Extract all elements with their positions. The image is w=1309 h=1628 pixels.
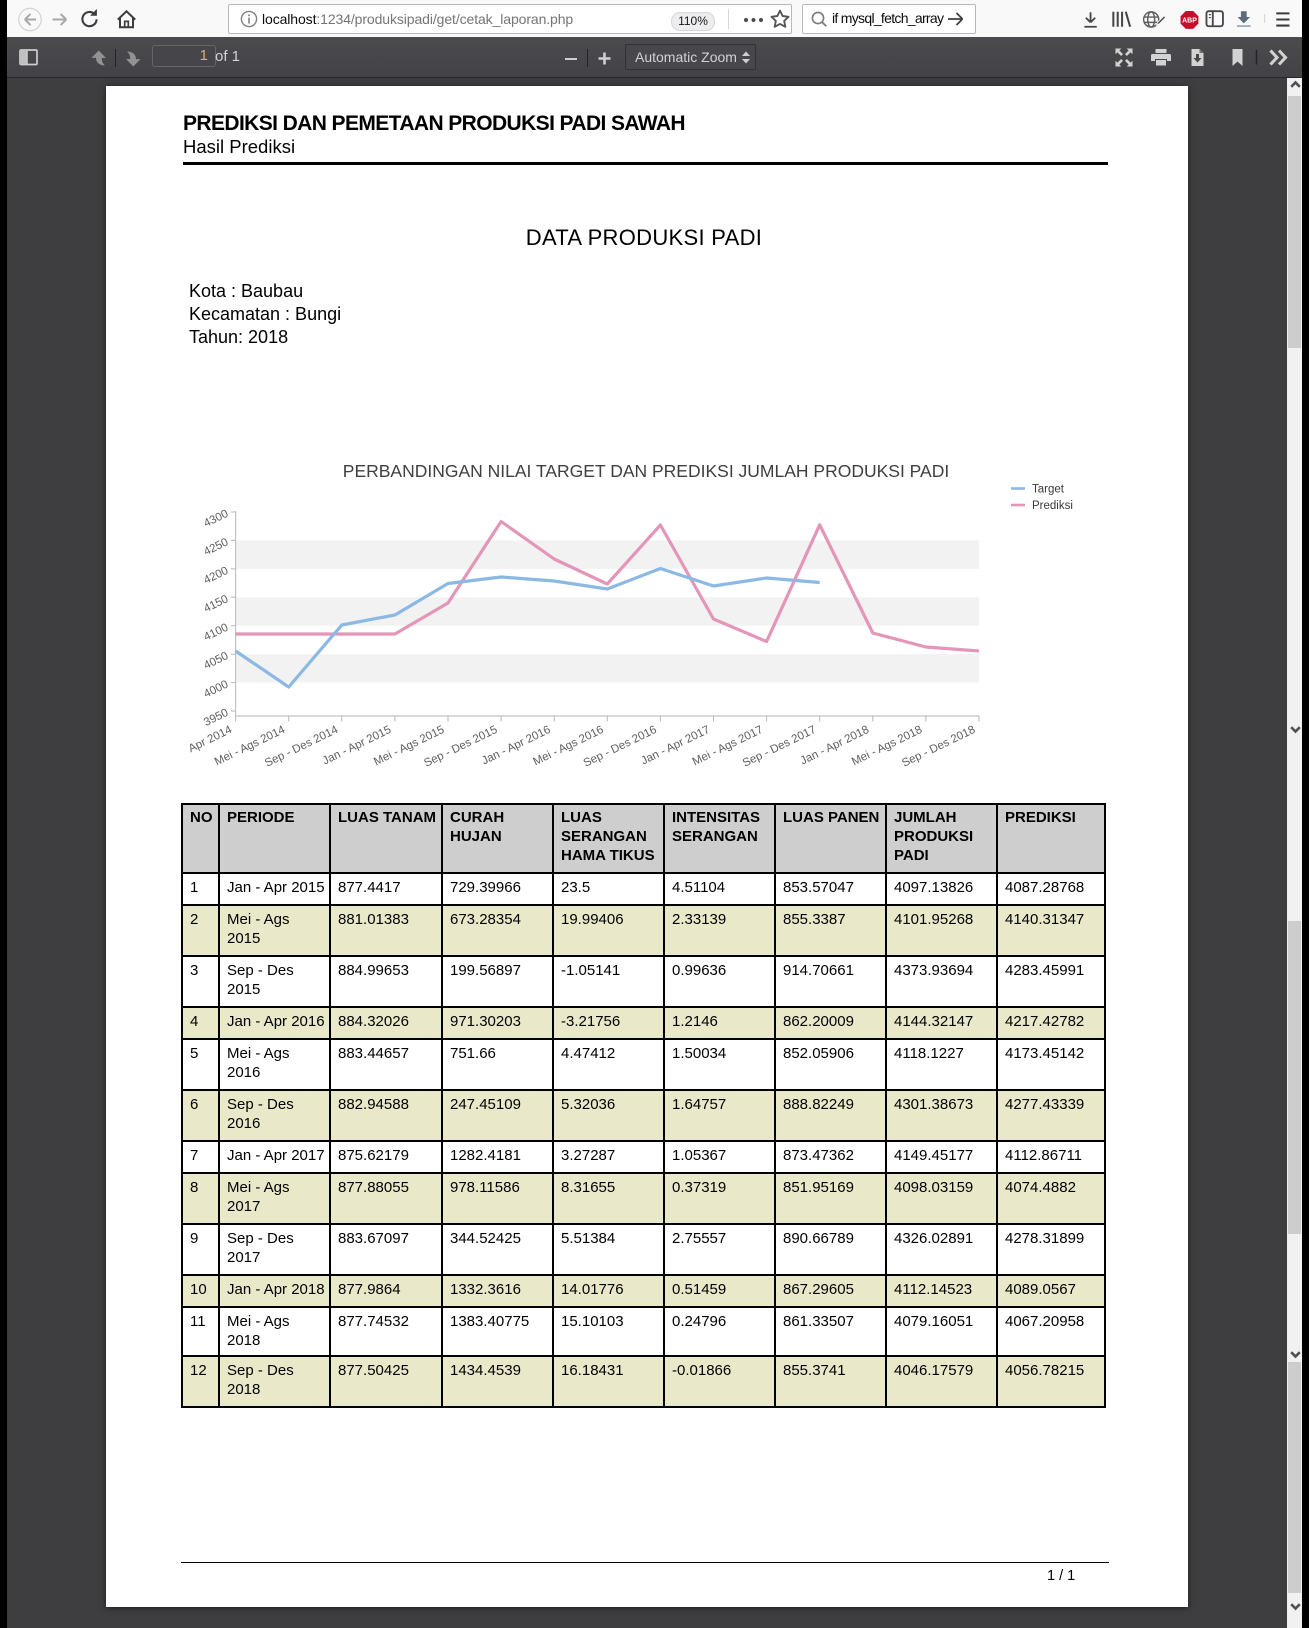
- svg-text:4000: 4000: [202, 679, 230, 701]
- svg-text:4200: 4200: [202, 565, 230, 587]
- svg-text:Target: Target: [1032, 484, 1065, 496]
- svg-text:Prediksi: Prediksi: [1032, 500, 1073, 512]
- svg-text:4050: 4050: [202, 650, 230, 672]
- svg-text:PERBANDINGAN NILAI TARGET DAN: PERBANDINGAN NILAI TARGET DAN PREDIKSI J…: [343, 461, 949, 481]
- svg-text:4100: 4100: [202, 622, 230, 644]
- svg-text:4150: 4150: [202, 593, 230, 615]
- svg-text:4250: 4250: [202, 536, 230, 558]
- svg-text:ABP: ABP: [1182, 18, 1197, 25]
- svg-text:4300: 4300: [202, 508, 230, 530]
